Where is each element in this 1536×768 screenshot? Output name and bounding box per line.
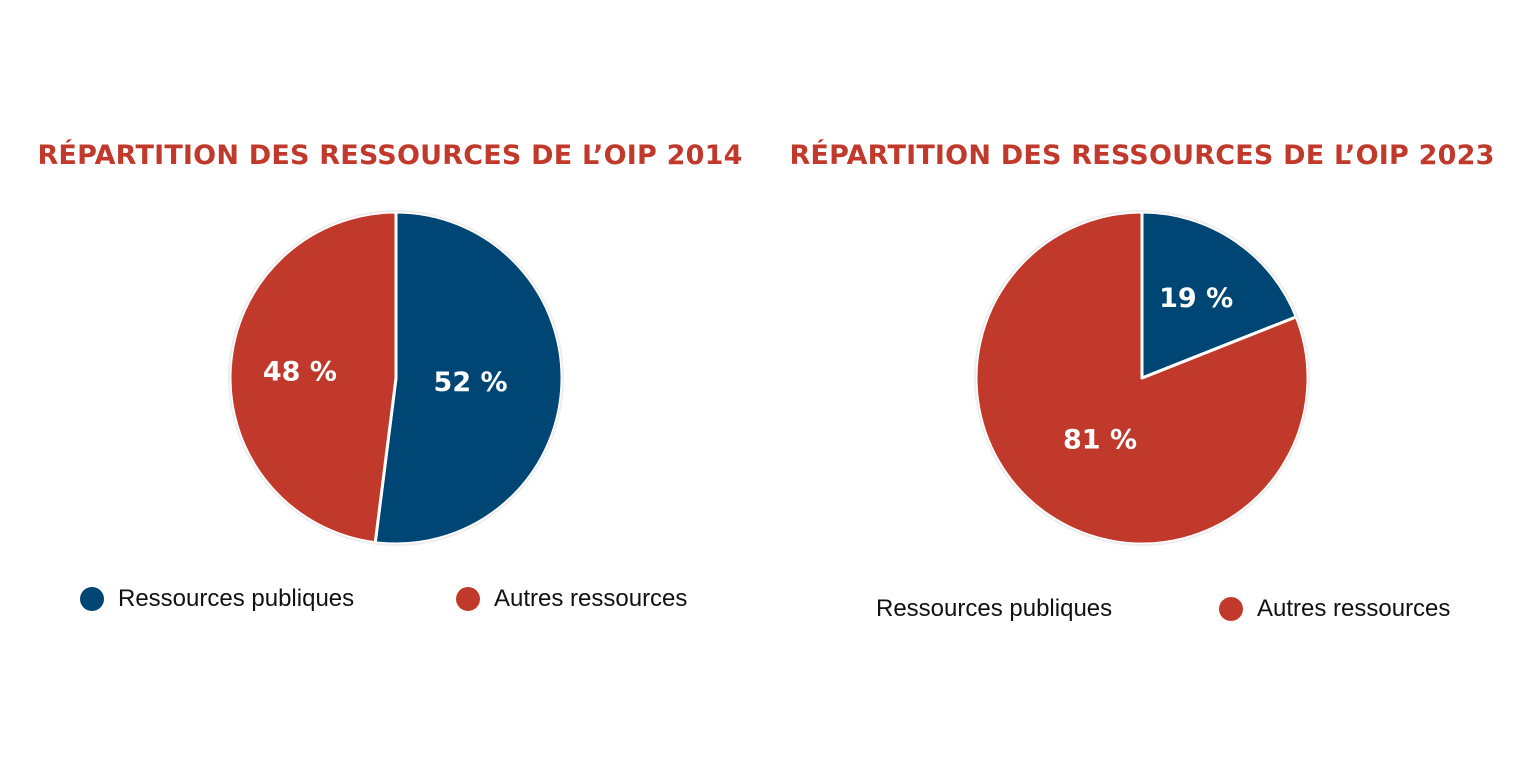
chart-title: RÉPARTITION DES RESSOURCES DE L’OIP 2014	[37, 140, 743, 171]
slice-other	[974, 210, 1310, 546]
slice-public	[373, 210, 564, 546]
legend-item-other: Autres ressources	[456, 585, 687, 613]
legend-label: Ressources publiques	[118, 585, 355, 612]
legend-label: Autres ressources	[494, 585, 688, 612]
legend-marker-other	[456, 587, 480, 611]
slice-other	[228, 210, 398, 545]
legend-item-public: Ressources publiques	[80, 585, 354, 613]
slice-public	[1140, 210, 1298, 380]
legend-label: Autres ressources	[1257, 595, 1451, 622]
pie-outline	[974, 210, 1310, 546]
legend-item-public: Ressources publiques	[876, 595, 1112, 623]
pie-chart-2014: 52 % 48 %	[228, 210, 564, 546]
slice-label-other: 48 %	[263, 356, 337, 387]
pie-outline	[228, 210, 564, 546]
chart-panel-2023: RÉPARTITION DES RESSOURCES DE L’OIP 2023…	[768, 0, 1536, 768]
chart-panel-2014: RÉPARTITION DES RESSOURCES DE L’OIP 2014…	[37, 140, 742, 613]
chart-title: RÉPARTITION DES RESSOURCES DE L’OIP 2023	[789, 140, 1495, 171]
slice-label-public: 19 %	[1159, 283, 1233, 314]
slice-label-other: 81 %	[1063, 424, 1137, 455]
slice-label-public: 52 %	[434, 367, 508, 398]
legend-marker-public	[80, 587, 104, 611]
legend-label: Ressources publiques	[876, 595, 1113, 622]
pie-chart-2023: 19 % 81 %	[974, 210, 1310, 546]
legend-marker-other	[1219, 597, 1243, 621]
legend-item-other: Autres ressources	[1219, 595, 1450, 623]
